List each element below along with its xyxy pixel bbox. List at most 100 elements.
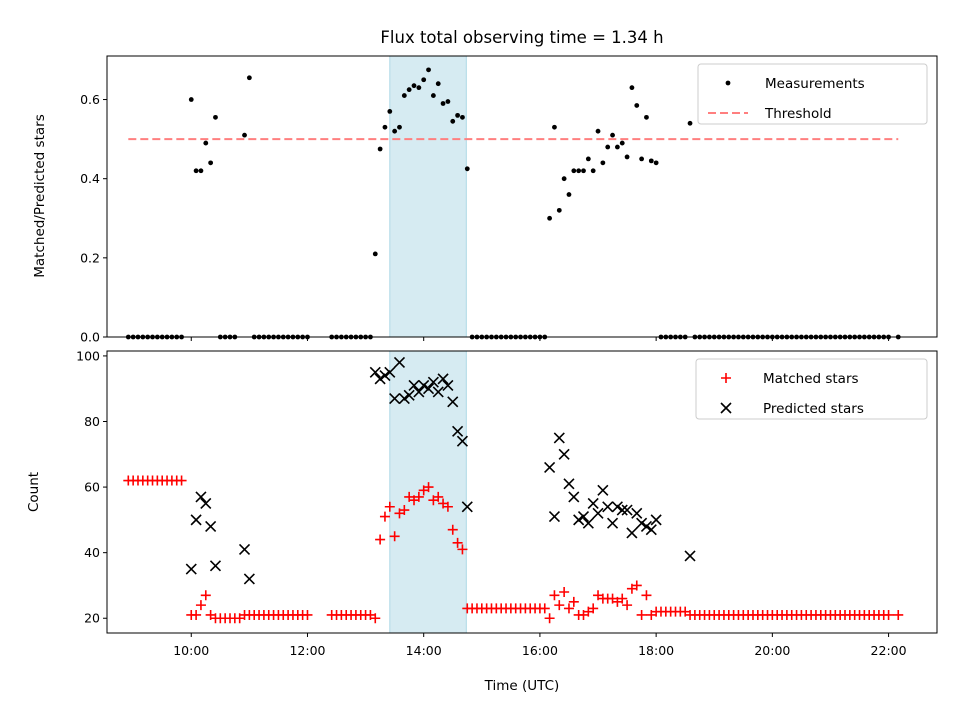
measurement-point <box>440 101 446 106</box>
measurement-point <box>430 93 436 98</box>
y-tick-label: 0.0 <box>80 330 100 345</box>
matched-star-point <box>191 609 202 620</box>
predicted-star-point <box>205 520 217 532</box>
predicted-star-point <box>369 366 381 378</box>
measurement-point <box>585 156 591 162</box>
bottom-y-axis-label: Count <box>26 472 42 512</box>
matched-star-point <box>384 501 395 512</box>
y-tick-label: 80 <box>84 414 100 429</box>
x-tick-label: 10:00 <box>173 643 209 658</box>
matched-star-point <box>539 603 550 614</box>
measurement-point <box>242 132 247 138</box>
x-tick-label: 22:00 <box>871 643 907 658</box>
predicted-star-point <box>684 550 696 562</box>
predicted-star-point <box>582 517 594 529</box>
measurement-point <box>556 207 562 213</box>
top-chart-title: Flux total observing time = 1.34 h <box>380 28 663 47</box>
predicted-star-point <box>636 517 648 529</box>
matched-star-point <box>375 534 386 545</box>
measurement-point <box>614 144 620 150</box>
matched-star-point <box>641 590 652 601</box>
measurement-point <box>397 124 402 130</box>
measurement-point <box>552 124 557 130</box>
predicted-star-point <box>640 520 653 532</box>
plot-frame <box>106 55 938 338</box>
predicted-star-point <box>209 560 222 572</box>
matched-star-point <box>379 511 390 522</box>
matched-star-point <box>554 600 565 611</box>
y-tick-label: 60 <box>84 480 100 495</box>
matched-star-point <box>176 475 187 486</box>
measurement-point <box>372 251 378 257</box>
predicted-star-point <box>243 573 255 585</box>
measurement-point <box>377 146 383 152</box>
measurement-point <box>571 168 577 174</box>
legend-predicted-marker <box>720 402 732 414</box>
measurement-point <box>450 118 456 124</box>
measurement-point <box>634 103 640 108</box>
observing-window-span <box>389 55 467 338</box>
measurement-point <box>687 120 693 126</box>
predicted-star-point <box>413 386 425 398</box>
matched-star-point <box>447 524 458 535</box>
predicted-star-point <box>427 376 439 388</box>
matched-star-point <box>389 531 400 542</box>
predicted-star-point <box>621 504 633 516</box>
measurement-point <box>464 166 470 172</box>
matched-star-point <box>433 491 444 502</box>
matched-star-point <box>442 501 453 512</box>
measurement-point <box>208 160 214 166</box>
predicted-star-point <box>626 527 638 539</box>
measurement-point <box>203 140 209 146</box>
predicted-star-point <box>408 379 420 391</box>
measurement-point <box>188 97 194 102</box>
matched-star-point <box>399 505 410 516</box>
measurement-point <box>566 192 572 197</box>
measurement-point <box>561 176 567 182</box>
y-tick-label: 40 <box>84 545 100 560</box>
legend-box <box>695 358 928 420</box>
predicted-star-point <box>602 501 614 513</box>
measurement-point <box>392 128 398 134</box>
measurement-point <box>445 99 451 104</box>
matched-star-point <box>200 590 211 601</box>
measurement-point <box>246 75 252 81</box>
matched-star-point <box>563 603 574 614</box>
measurement-point <box>605 144 611 150</box>
predicted-star-point <box>563 478 575 490</box>
measurement-point <box>416 85 422 91</box>
bottom-panel: 20 40 60 80 100 10:00 12:00 14:00 16:00 18:00 20:0… <box>76 348 938 658</box>
predicted-star-point <box>384 366 396 378</box>
measurement-point <box>547 215 553 221</box>
matched-star-point <box>588 603 599 614</box>
predicted-star-point <box>650 514 662 526</box>
x-tick-label: 12:00 <box>289 643 325 658</box>
measurement-point <box>610 132 615 138</box>
measurement-point <box>455 112 460 118</box>
predicted-star-point <box>577 511 590 523</box>
matched-star-point <box>452 537 463 548</box>
measurement-point <box>198 168 204 174</box>
predicted-star-point <box>568 491 580 503</box>
measurement-point <box>387 109 393 114</box>
predicted-star-point <box>403 389 415 401</box>
x-tick-label: 16:00 <box>522 643 558 658</box>
y-tick-label: 100 <box>76 348 100 363</box>
matched-star-point <box>559 587 570 598</box>
measurement-point <box>193 168 199 174</box>
legend-matched-marker <box>721 373 731 383</box>
matched-star-point <box>423 482 434 493</box>
x-tick-label: 14:00 <box>406 643 442 658</box>
predicted-star-point <box>195 491 207 503</box>
measurement-point <box>406 87 412 93</box>
measurement-point <box>382 124 388 130</box>
measurement-point <box>595 128 601 134</box>
predicted-star-point <box>238 543 251 555</box>
predicted-star-point <box>553 432 565 444</box>
predicted-star-point <box>573 514 585 526</box>
top-panel: 0.0 0.2 0.4 0.6 Measurements Threshold <box>80 55 938 345</box>
measurement-point <box>411 83 417 89</box>
matched-star-point <box>883 609 894 620</box>
predicted-star-point <box>190 514 202 526</box>
measurement-point <box>629 85 635 91</box>
